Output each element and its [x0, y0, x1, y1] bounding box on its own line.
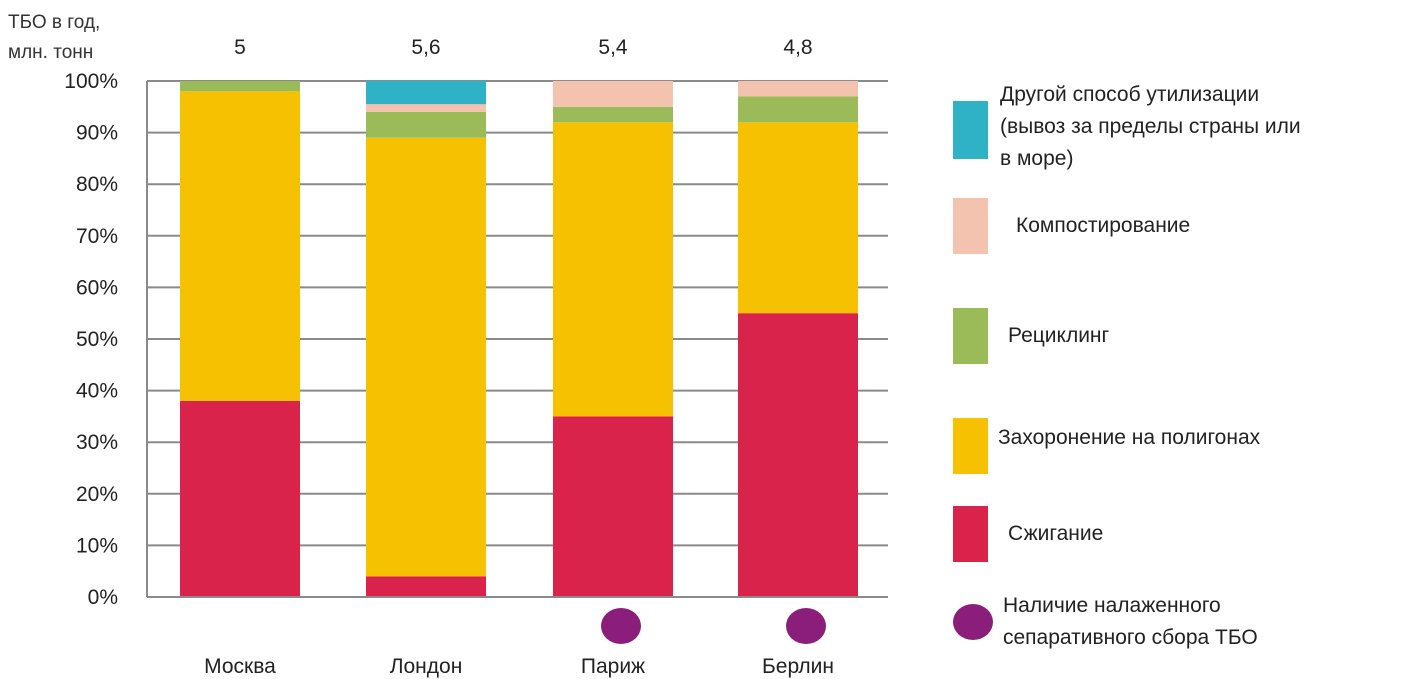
bar-segment-0-0 [180, 400, 300, 597]
bar-segment-1-0 [366, 576, 486, 597]
bar-segment-3-2 [738, 96, 858, 123]
legend-item-separate-collection: Наличие налаженного сепаративного сбора … [953, 590, 1258, 654]
bar-segment-2-1 [553, 122, 673, 417]
y-axis-title-line-1: ТБО в год, [8, 12, 101, 33]
total-label-3: 4,8 [783, 36, 812, 59]
legend-label-other-disposal: Другой способ утилизации (вывоз за преде… [1000, 83, 1301, 170]
bar-segment-2-2 [553, 106, 673, 123]
y-tick-label-2: 20% [76, 483, 118, 506]
legend-label-separate-collection: Наличие налаженного сепаративного сбора … [1003, 594, 1258, 649]
legend-label-recycling: Рециклинг [1008, 324, 1110, 347]
y-tick-label-10: 100% [64, 70, 118, 93]
legend-swatch-composting [953, 198, 988, 254]
separate-collection-marker-3 [786, 608, 826, 644]
y-tick-label-7: 70% [76, 225, 118, 248]
category-label-1: Лондон [390, 655, 463, 678]
bar-segment-0-2 [180, 81, 300, 92]
y-axis-title-line-2: млн. тонн [8, 42, 94, 63]
legend-swatch-incineration [953, 506, 988, 562]
total-label-1: 5,6 [411, 36, 440, 59]
legend-item-incineration: Сжигание [953, 506, 1103, 562]
y-tick-label-0: 0% [88, 586, 118, 609]
y-tick-label-5: 50% [76, 328, 118, 351]
bar-segment-1-2 [366, 111, 486, 138]
y-tick-label-9: 90% [76, 122, 118, 145]
legend-item-landfill: Захоронение на полигонах [953, 418, 1260, 474]
y-tick-label-4: 40% [76, 380, 118, 403]
legend-swatch-other-disposal [953, 101, 988, 159]
bar-segment-2-3 [553, 81, 673, 107]
category-label-2: Париж [581, 655, 645, 678]
total-label-2: 5,4 [598, 36, 628, 59]
y-tick-label-8: 80% [76, 173, 118, 196]
y-tick-label-3: 30% [76, 431, 118, 454]
legend-item-recycling: Рециклинг [953, 308, 1109, 364]
legend-item-other-disposal: Другой способ утилизации (вывоз за преде… [953, 83, 1301, 175]
bar-segment-3-1 [738, 122, 858, 314]
legend-swatch-landfill [953, 418, 988, 474]
bar-segment-1-1 [366, 137, 486, 577]
legend-item-composting: Компостирование [953, 198, 1190, 254]
separate-collection-dot-icon [953, 604, 993, 640]
bar-segment-1-3 [366, 104, 486, 112]
legend-label-incineration: Сжигание [1008, 522, 1104, 545]
legend-label-composting: Компостирование [1016, 214, 1191, 237]
category-label-0: Москва [204, 655, 276, 678]
total-label-0: 5 [234, 36, 246, 59]
legend-label-landfill: Захоронение на полигонах [998, 426, 1261, 449]
separate-collection-marker-2 [601, 608, 641, 644]
bar-segment-3-3 [738, 81, 858, 97]
category-label-3: Берлин [762, 655, 834, 678]
bar-segment-0-1 [180, 91, 300, 401]
legend-swatch-recycling [953, 308, 988, 364]
bar-segment-3-0 [738, 313, 858, 597]
bar-segment-1-4 [366, 81, 486, 105]
bar-segment-2-0 [553, 416, 673, 597]
y-tick-label-6: 60% [76, 276, 118, 299]
y-axis-title: ТБО в год, млн. тонн [8, 8, 138, 68]
y-tick-label-1: 10% [76, 534, 118, 557]
